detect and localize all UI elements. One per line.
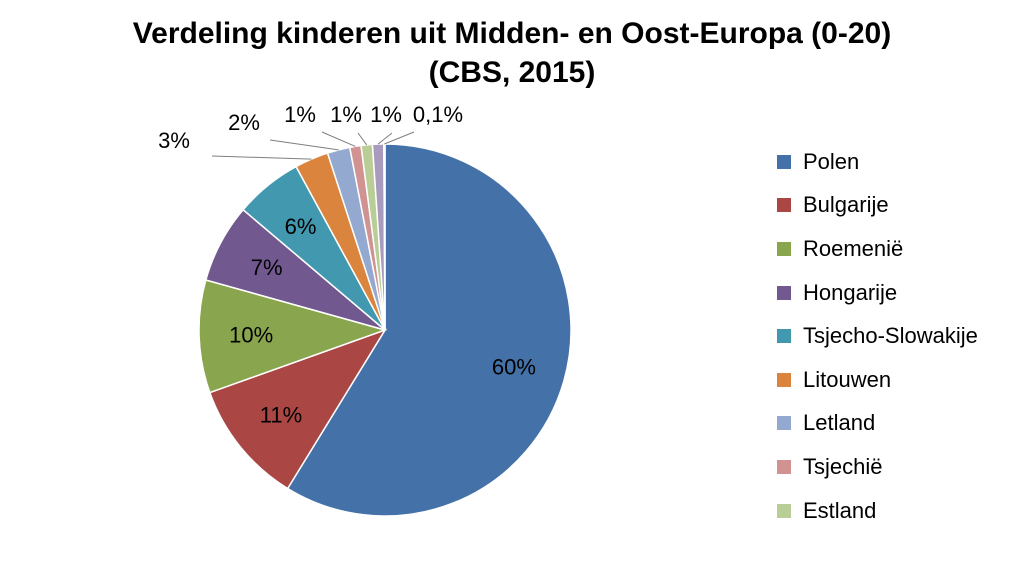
chart-legend: Polen Bulgarije Roemenië Hongarije Tsjecho-S… xyxy=(777,140,978,532)
legend-swatch xyxy=(777,503,791,518)
legend-label: Hongarije xyxy=(803,279,898,305)
legend-item-bulgarije: Bulgarije xyxy=(777,184,978,228)
legend-swatch xyxy=(777,154,791,169)
data-label-litouwen: 3% xyxy=(158,128,190,153)
legend-item-estland: Estland xyxy=(777,489,978,533)
leader-line-slice-9 xyxy=(377,132,393,145)
data-label-slice-10: 0,1% xyxy=(413,102,463,127)
data-label-letland: 2% xyxy=(228,110,260,135)
pie-slice-bulgarije xyxy=(208,328,387,490)
legend-swatch xyxy=(777,459,791,474)
pie-slice-polen xyxy=(286,143,572,517)
leader-line-slice-10 xyxy=(384,131,415,145)
leader-line-estland xyxy=(357,132,368,146)
legend-swatch xyxy=(777,198,791,213)
data-label-slice-9: 1% xyxy=(370,102,402,127)
chart-title-line-2: (CBS, 2015) xyxy=(428,56,596,89)
leader-line-litouwen xyxy=(211,155,312,160)
legend-item-hongarije: Hongarije xyxy=(777,271,978,315)
legend-swatch xyxy=(777,285,791,300)
chart-title: Verdeling kinderen uit Midden- en Oost-E… xyxy=(0,14,1024,92)
data-label-roemenie: 10% xyxy=(229,323,273,348)
pie-slice-roemenie xyxy=(198,279,388,394)
data-label-tsjechie: 1% xyxy=(284,102,316,127)
legend-label: Bulgarije xyxy=(803,192,889,218)
legend-label: Roemenië xyxy=(803,235,904,261)
leader-line-letland xyxy=(269,139,339,151)
legend-label: Estland xyxy=(803,497,877,523)
data-label-tsjecho-slowakije: 6% xyxy=(285,214,317,239)
legend-swatch xyxy=(777,241,791,256)
legend-swatch xyxy=(777,329,791,344)
chart-title-line-1: Verdeling kinderen uit Midden- en Oost-E… xyxy=(132,17,892,50)
legend-label: Tsjecho-Slowakije xyxy=(803,323,978,349)
legend-item-litouwen: Litouwen xyxy=(777,358,978,402)
legend-item-roemenie: Roemenië xyxy=(777,227,978,271)
legend-label: Polen xyxy=(803,148,860,174)
legend-label: Letland xyxy=(803,410,876,436)
legend-item-tsjechie: Tsjechië xyxy=(777,445,978,489)
legend-item-letland: Letland xyxy=(777,402,978,446)
legend-item-tsjecho-slowakije: Tsjecho-Slowakije xyxy=(777,314,978,358)
legend-label: Litouwen xyxy=(803,366,892,392)
data-label-bulgarije: 11% xyxy=(260,402,302,427)
data-label-hongarije: 7% xyxy=(251,255,283,280)
legend-swatch xyxy=(777,372,791,387)
legend-label: Tsjechië xyxy=(803,453,883,479)
leader-line-tsjechie xyxy=(321,131,356,147)
data-label-polen: 60% xyxy=(492,354,536,379)
legend-swatch xyxy=(777,416,791,431)
data-label-estland: 1% xyxy=(330,102,362,127)
legend-item-polen: Polen xyxy=(777,140,978,184)
